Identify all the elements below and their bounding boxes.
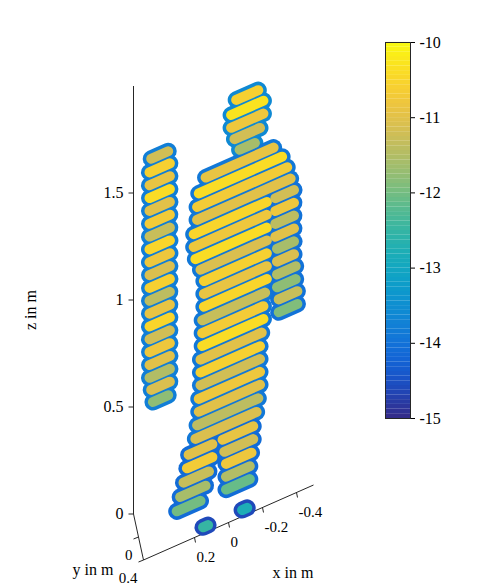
- svg-text:-10: -10: [420, 34, 441, 51]
- svg-text:y in m: y in m: [73, 561, 114, 579]
- svg-text:-0.4: -0.4: [299, 504, 323, 520]
- svg-text:0: 0: [116, 505, 124, 522]
- svg-text:0.5: 0.5: [104, 398, 124, 415]
- svg-text:1.5: 1.5: [104, 184, 124, 201]
- svg-text:0.2: 0.2: [197, 549, 216, 565]
- svg-text:0: 0: [125, 547, 133, 563]
- svg-text:1: 1: [116, 291, 124, 308]
- svg-text:0.4: 0.4: [119, 570, 138, 585]
- svg-text:-14: -14: [420, 334, 441, 351]
- svg-text:-0.2: -0.2: [265, 519, 289, 535]
- svg-text:-15: -15: [420, 410, 441, 427]
- svg-text:0: 0: [231, 534, 239, 550]
- svg-text:-11: -11: [420, 109, 441, 126]
- svg-text:z in m: z in m: [22, 289, 39, 330]
- svg-text:-12: -12: [420, 184, 441, 201]
- svg-text:-13: -13: [420, 259, 441, 276]
- svg-text:x in m: x in m: [273, 564, 314, 581]
